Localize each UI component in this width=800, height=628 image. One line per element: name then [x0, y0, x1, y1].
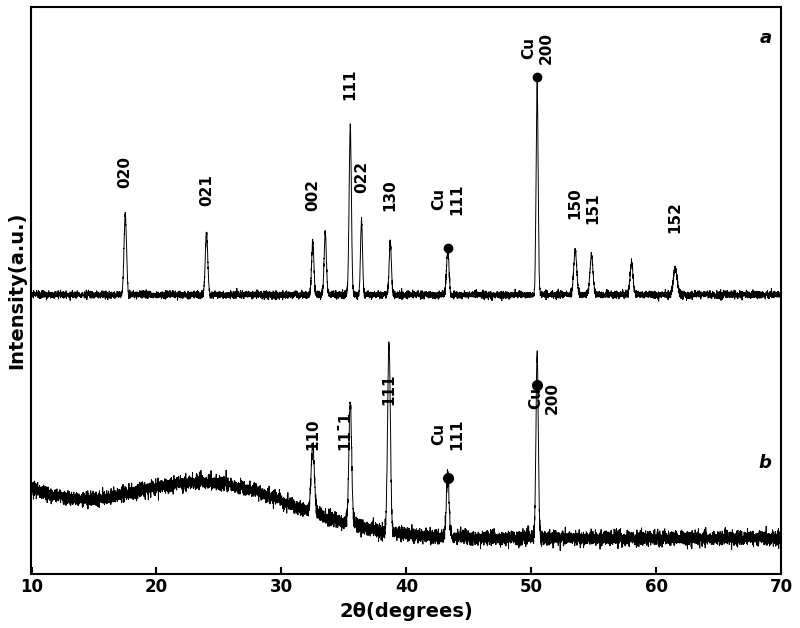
Text: Cu
200: Cu 200: [528, 382, 560, 414]
Text: 111: 111: [382, 374, 397, 406]
Text: Cu
200: Cu 200: [521, 33, 554, 65]
Text: 110: 110: [306, 418, 320, 450]
Text: b: b: [758, 454, 771, 472]
Text: 130: 130: [382, 179, 398, 210]
Text: 002: 002: [306, 178, 320, 210]
Text: a: a: [759, 29, 771, 47]
Text: 020: 020: [118, 156, 133, 188]
Text: 151: 151: [586, 192, 600, 224]
Text: 11¯1: 11¯1: [338, 411, 353, 450]
Text: Cu
111: Cu 111: [431, 183, 464, 215]
X-axis label: 2θ(degrees): 2θ(degrees): [340, 602, 474, 621]
Text: Cu
111: Cu 111: [431, 418, 464, 450]
Text: 111: 111: [342, 68, 358, 100]
Y-axis label: Intensity(a.u.): Intensity(a.u.): [7, 212, 26, 369]
Text: 022: 022: [354, 161, 369, 193]
Text: 150: 150: [568, 188, 582, 219]
Text: 152: 152: [668, 201, 682, 233]
Text: 021: 021: [199, 175, 214, 206]
